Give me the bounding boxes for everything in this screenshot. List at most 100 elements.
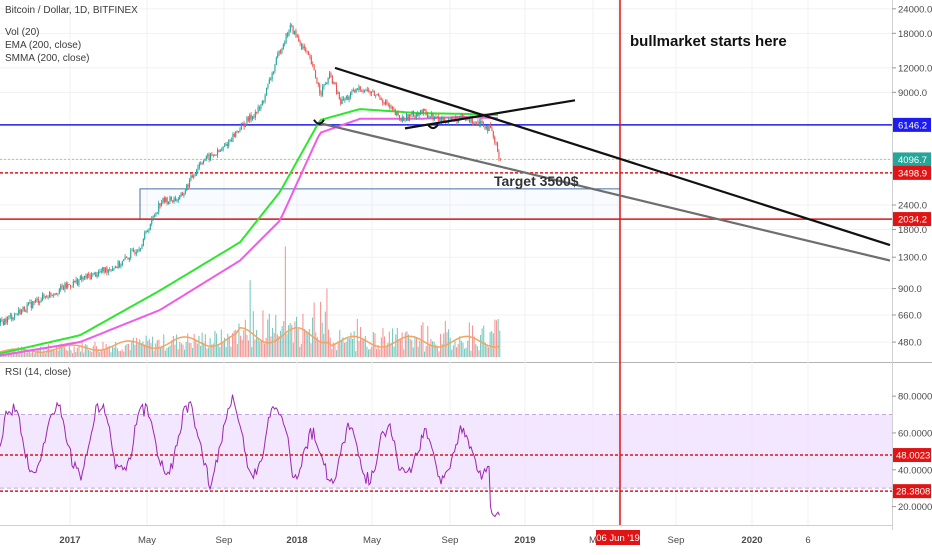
volume-bar — [262, 310, 264, 357]
candle-body — [85, 275, 87, 279]
volume-bar — [70, 350, 72, 357]
candle-body — [22, 306, 24, 310]
candle-body — [420, 110, 422, 113]
candle-body — [379, 96, 381, 100]
candle-body — [43, 294, 45, 297]
candle-body — [348, 96, 350, 100]
candle-body — [47, 297, 49, 299]
candle-body — [320, 92, 322, 96]
volume-bar — [212, 343, 214, 357]
volume-bar — [78, 346, 80, 357]
candle-body — [201, 162, 203, 164]
volume-bar — [364, 335, 366, 357]
candle-body — [310, 57, 312, 65]
volume-bar — [68, 345, 70, 357]
volume-bar — [121, 349, 123, 357]
volume-bar — [224, 337, 226, 357]
candle-body — [442, 118, 444, 122]
candle-body — [113, 268, 115, 270]
candle-body — [487, 126, 489, 132]
volume-bar — [299, 346, 301, 357]
volume-bar — [160, 347, 162, 357]
volume-bar — [320, 301, 322, 357]
volume-bar — [62, 345, 64, 357]
volume-bar — [203, 342, 205, 357]
volume-bar — [356, 318, 358, 357]
rsi-tick-label: 60.0000 — [898, 428, 932, 439]
volume-bar — [153, 350, 155, 357]
volume-bar — [360, 326, 362, 357]
candle-body — [443, 118, 445, 123]
candle-body — [474, 121, 476, 124]
candle-body — [78, 279, 80, 285]
target-rectangle — [139, 188, 621, 220]
candle-body — [473, 123, 475, 125]
candle-body — [284, 42, 286, 45]
candle-body — [324, 84, 326, 85]
volume-bar — [324, 311, 326, 357]
candle-body — [436, 116, 438, 118]
candle-body — [231, 140, 233, 142]
volume-bar — [248, 340, 250, 357]
candle-body — [82, 277, 84, 280]
volume-bar — [412, 347, 414, 357]
candle-body — [478, 121, 480, 125]
volume-bar — [88, 349, 90, 357]
candle-body — [492, 131, 494, 137]
candle-body — [74, 280, 76, 283]
volume-bar — [491, 331, 493, 357]
x-tick-label: 2019 — [514, 535, 535, 546]
rsi-line — [0, 394, 892, 518]
candle-body — [179, 195, 181, 200]
candle-body — [191, 175, 193, 178]
volume-bar — [305, 331, 307, 357]
candle-body — [229, 140, 231, 142]
volume-bar — [411, 340, 413, 357]
candle-body — [334, 82, 336, 85]
candle-body — [326, 83, 328, 85]
volume-bar — [428, 345, 430, 357]
bullmarket-annotation: bullmarket starts here — [630, 33, 787, 50]
volume-bar — [276, 334, 278, 357]
volume-bar — [478, 350, 480, 357]
candle-body — [319, 84, 321, 93]
volume-bar — [41, 352, 43, 357]
rsi-badge-label: 48.0023 — [896, 451, 930, 462]
candle-body — [415, 113, 417, 118]
volume-bar — [334, 344, 336, 357]
volume-bar — [417, 346, 419, 357]
volume-bar — [177, 349, 179, 357]
candle-body — [105, 267, 107, 273]
volume-bar — [371, 346, 373, 357]
volume-bar — [392, 328, 394, 357]
x-axis-labels: 2017 May Sep 2018 May Sep 2019 M 06 Jun '19 Sep 20… — [59, 530, 811, 546]
volume-bar — [342, 337, 344, 357]
candle-body — [25, 311, 27, 313]
volume-bar — [236, 344, 238, 357]
volume-bar — [246, 334, 248, 357]
candle-body — [450, 117, 452, 120]
volume-bar — [124, 345, 126, 357]
volume-bar — [227, 333, 229, 357]
volume-bar — [452, 345, 454, 357]
price-badge — [893, 165, 931, 180]
candle-body — [123, 259, 125, 262]
candle-body — [495, 141, 497, 143]
candle-body — [175, 197, 177, 201]
candle-body — [204, 159, 206, 161]
candle-body — [253, 116, 255, 118]
volume-bar — [257, 339, 259, 357]
volume-bar — [16, 353, 18, 357]
volume-bar — [64, 347, 66, 357]
volume-bar — [280, 330, 282, 357]
candle-body — [418, 112, 420, 116]
candle-body — [89, 275, 91, 280]
candle-body — [53, 294, 55, 296]
candle-body — [397, 112, 399, 116]
candle-body — [70, 284, 72, 287]
volume-bar — [304, 329, 306, 357]
volume-bar — [27, 350, 29, 357]
candle-body — [64, 283, 66, 290]
volume-bar — [164, 350, 166, 357]
